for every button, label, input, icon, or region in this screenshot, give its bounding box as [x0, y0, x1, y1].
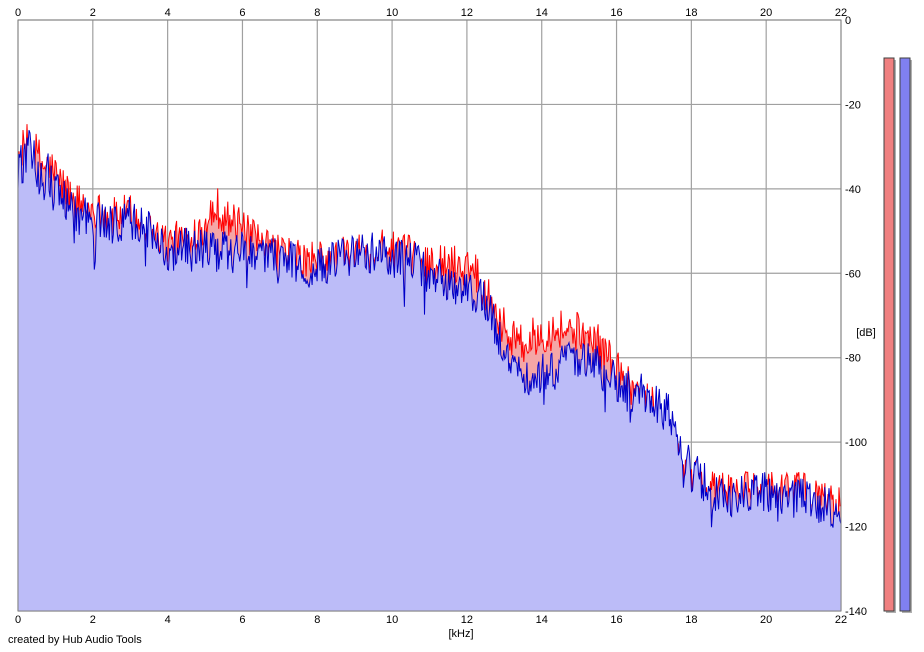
x-tick-label-top: 4	[165, 7, 171, 19]
credit-text: created by Hub Audio Tools	[8, 634, 142, 646]
series-1-area	[18, 130, 841, 611]
x-tick-label-bottom: 0	[15, 614, 21, 626]
x-tick-label-top: 20	[760, 7, 772, 19]
x-tick-label-bottom: 2	[90, 614, 96, 626]
x-tick-label-bottom: 16	[610, 614, 622, 626]
y-tick-label: -140	[845, 606, 867, 618]
level-meters	[883, 57, 912, 613]
x-tick-label-bottom: 10	[386, 614, 398, 626]
x-tick-label-top: 18	[685, 7, 697, 19]
x-tick-label-bottom: 18	[685, 614, 697, 626]
y-axis-label: [dB]	[856, 327, 876, 339]
x-axis-label: [kHz]	[448, 628, 473, 640]
x-tick-label-bottom: 6	[239, 614, 245, 626]
series-1-line	[17, 130, 842, 528]
y-tick-label: -20	[845, 99, 861, 111]
x-tick-label-bottom: 12	[461, 614, 473, 626]
x-tick-label-bottom: 20	[760, 614, 772, 626]
x-tick-label-top: 6	[239, 7, 245, 19]
x-tick-label-top: 22	[835, 7, 847, 19]
series-group	[17, 124, 842, 611]
y-tick-label: -40	[845, 184, 861, 196]
x-axis-top: 0 2 4 6 8 10 12 14 16 18 20 22	[15, 7, 847, 19]
y-tick-label: -120	[845, 522, 867, 534]
y-tick-label: -100	[845, 437, 867, 449]
x-tick-label-top: 8	[314, 7, 320, 19]
x-tick-label-bottom: 4	[165, 614, 171, 626]
x-tick-label-top: 2	[90, 7, 96, 19]
x-tick-label-bottom: 14	[536, 614, 548, 626]
level-meter-bar	[883, 57, 895, 612]
level-meter-bar	[899, 57, 911, 612]
y-axis-right: 0 -20 -40 -60 -80 -100 -120 -140	[845, 15, 867, 618]
x-tick-label-top: 14	[536, 7, 548, 19]
y-tick-label: 0	[845, 15, 851, 27]
x-tick-label-bottom: 8	[314, 614, 320, 626]
x-tick-label-top: 12	[461, 7, 473, 19]
x-axis-bottom: 0 2 4 6 8 10 12 14 16 18 20 22	[15, 614, 847, 626]
y-tick-label: -80	[845, 353, 861, 365]
x-tick-label-top: 10	[386, 7, 398, 19]
x-tick-label-top: 0	[15, 7, 21, 19]
x-tick-label-bottom: 22	[835, 614, 847, 626]
x-tick-label-top: 16	[610, 7, 622, 19]
y-tick-label: -60	[845, 268, 861, 280]
plot-frame	[17, 19, 842, 612]
